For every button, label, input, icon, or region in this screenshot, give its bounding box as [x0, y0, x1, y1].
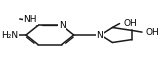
Text: NH: NH: [23, 15, 37, 24]
Text: OH: OH: [146, 28, 160, 37]
Text: N: N: [96, 31, 103, 40]
Text: H₂N: H₂N: [1, 31, 18, 39]
Text: OH: OH: [123, 19, 137, 28]
Text: N: N: [59, 21, 66, 30]
